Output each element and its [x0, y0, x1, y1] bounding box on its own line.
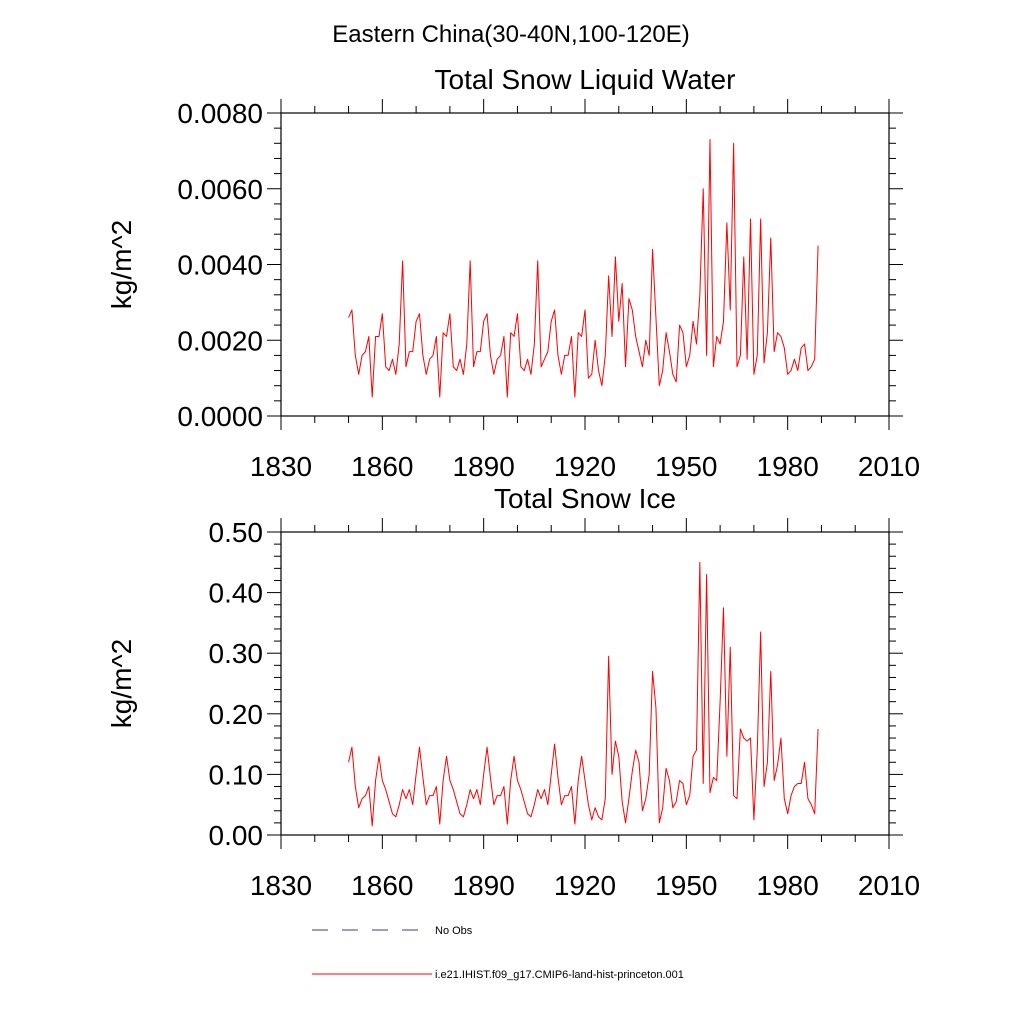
x-tick-label: 1890	[453, 870, 515, 901]
y-tick-label: 0.00	[209, 820, 264, 851]
panel-title: Total Snow Ice	[494, 483, 676, 514]
panel-total-snow-ice: Total Snow Ice kg/m^2 1830 1860 1890 1920 1950…	[106, 483, 920, 901]
y-tick-label: 0.10	[209, 759, 264, 790]
x-tick-label: 1890	[453, 451, 515, 482]
panel-total-snow-liquid-water: Total Snow Liquid Water kg/m^2 1830 1860 189…	[106, 64, 920, 482]
x-tick-label: 1860	[351, 451, 413, 482]
y-tick-label: 0.0040	[177, 250, 263, 281]
series-line	[348, 139, 819, 398]
y-tick-label: 0.20	[209, 699, 264, 730]
x-tick-label: 1830	[250, 870, 312, 901]
y-tick-label: 0.0060	[177, 174, 263, 205]
x-tick-label: 1950	[655, 451, 717, 482]
legend: No Obs i.e21.IHIST.f09_g17.CMIP6-land-hi…	[312, 925, 684, 981]
y-tick-label: 0.30	[209, 638, 264, 669]
series-line	[348, 561, 819, 827]
x-tick-label: 2010	[858, 451, 920, 482]
y-tick-label: 0.0020	[177, 325, 263, 356]
plot-frame	[280, 531, 890, 836]
y-axis-label: kg/m^2	[106, 220, 137, 309]
legend-model-label: i.e21.IHIST.f09_g17.CMIP6-land-hist-prin…	[435, 969, 684, 981]
x-tick-label: 2010	[858, 870, 920, 901]
x-tick-label: 1920	[554, 870, 616, 901]
y-axis-label: kg/m^2	[106, 639, 137, 728]
legend-no-obs-label: No Obs	[435, 925, 473, 937]
x-tick-label: 1950	[655, 870, 717, 901]
x-tick-label: 1830	[250, 451, 312, 482]
y-tick-label: 0.40	[209, 578, 264, 609]
x-tick-label: 1920	[554, 451, 616, 482]
x-tick-label: 1980	[757, 451, 819, 482]
x-tick-label: 1980	[757, 870, 819, 901]
x-tick-label: 1860	[351, 870, 413, 901]
y-tick-label: 0.0080	[177, 98, 263, 129]
panel-title: Total Snow Liquid Water	[435, 64, 736, 95]
figure-title: Eastern China(30-40N,100-120E)	[332, 21, 690, 48]
y-tick-label: 0.0000	[177, 401, 263, 432]
y-tick-label: 0.50	[209, 517, 264, 548]
